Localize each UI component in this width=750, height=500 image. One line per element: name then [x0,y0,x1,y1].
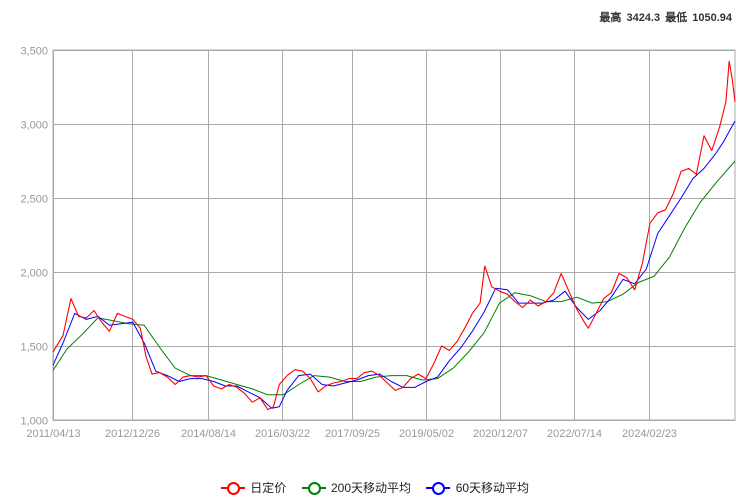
x-tick-label: 2020/12/07 [473,428,528,440]
high-value: 3424.3 [626,12,661,24]
legend-label-ma60: 60天移动平均 [455,481,530,495]
y-tick-label: 1,500 [20,342,48,354]
x-tick-label: 2019/05/02 [399,428,454,440]
plot-frame [52,49,736,421]
low-value: 1050.94 [692,12,732,24]
x-axis-ticks: 2011/04/13 2012/12/26 2014/08/14 2016/03/22… [26,428,677,440]
x-tick-label: 2024/02/23 [622,428,677,440]
series-line-daily [52,60,736,411]
y-tick-label: 3,000 [20,120,48,132]
grid [52,49,736,421]
low-label: 最低 [665,12,688,24]
y-tick-label: 3,500 [20,46,48,58]
legend-label-ma200: 200天移动平均 [330,481,412,495]
x-tick-label: 2022/07/14 [547,428,602,440]
x-tick-label: 2014/08/14 [181,428,236,440]
legend-item-daily[interactable]: 日定价 [220,479,287,496]
y-tick-label: 1,000 [20,416,48,428]
legend-label-daily: 日定价 [250,481,287,495]
x-tick-label: 2011/04/13 [26,428,80,440]
x-tick-label: 2017/09/25 [325,428,380,440]
series-line-ma200 [52,160,736,396]
y-axis-ticks: 1,000 1,500 2,000 2,500 3,000 3,500 [20,46,48,428]
x-tick-label: 2012/12/26 [105,428,160,440]
x-tick-label: 2016/03/22 [255,428,310,440]
legend-item-ma200[interactable]: 200天移动平均 [301,479,412,496]
series-lines [52,60,736,411]
y-tick-label: 2,000 [20,268,48,280]
high-low-summary: 最高 3424.3 最低 1050.94 [597,9,732,25]
legend-item-ma60[interactable]: 60天移动平均 [426,479,529,496]
plot-area: 1,000 1,500 2,000 2,500 3,000 3,500 2011/04/1… [20,46,736,440]
y-tick-label: 2,500 [20,194,48,206]
high-label: 最高 [599,12,622,24]
legend: 日定价 200天移动平均 60天移动平均 [0,479,750,496]
series-line-ma60 [52,120,736,409]
